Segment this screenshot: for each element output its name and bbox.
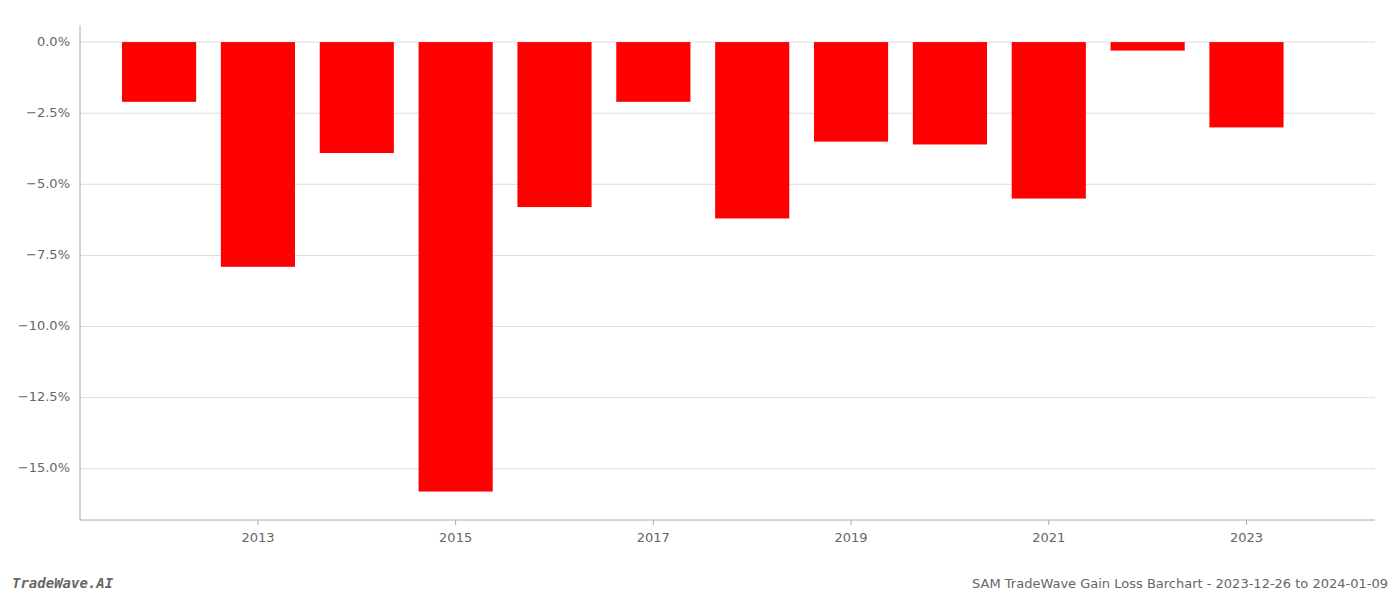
footer-label: TradeWave.AI [12, 575, 114, 591]
grid-line [80, 468, 1375, 469]
x-tick [1048, 520, 1049, 525]
bar [320, 42, 394, 153]
bar [1111, 42, 1185, 51]
x-tick-label: 2019 [835, 530, 868, 545]
bar [616, 42, 690, 102]
y-tick-label: −5.0% [26, 176, 70, 191]
bar [715, 42, 789, 218]
bar [1209, 42, 1283, 127]
grid-line [80, 326, 1375, 327]
x-tick-label: 2023 [1230, 530, 1263, 545]
y-tick-label: −10.0% [18, 318, 70, 333]
y-tick-label: −7.5% [26, 247, 70, 262]
y-axis-line [80, 25, 81, 520]
bar [517, 42, 591, 207]
x-tick [455, 520, 456, 525]
bars [122, 42, 1284, 491]
y-tick-label: −15.0% [18, 460, 70, 475]
grid [80, 42, 1375, 469]
x-axis-line [80, 520, 1375, 521]
x-tick [653, 520, 654, 525]
x-tick-label: 2017 [637, 530, 670, 545]
bar [122, 42, 196, 102]
x-tick-label: 2015 [439, 530, 472, 545]
title: SAM TradeWave Gain Loss Barchart - 2023-… [972, 576, 1388, 591]
bar [814, 42, 888, 142]
x-tick [1246, 520, 1247, 525]
x-tick-label: 2021 [1032, 530, 1065, 545]
y-tick-label: −12.5% [18, 389, 70, 404]
y-tick-label: −2.5% [26, 105, 70, 120]
bar [419, 42, 493, 491]
chart: 0.0% −2.5% −5.0% −7.5% −10.0% −12.5% −15.0% 201… [0, 0, 1400, 600]
bar [913, 42, 987, 144]
bar [221, 42, 295, 267]
x-tick [851, 520, 852, 525]
y-tick-label: 0.0% [37, 34, 70, 49]
bar [1012, 42, 1086, 198]
x-tick-label: 2013 [241, 530, 274, 545]
x-tick [257, 520, 258, 525]
grid-line [80, 397, 1375, 398]
